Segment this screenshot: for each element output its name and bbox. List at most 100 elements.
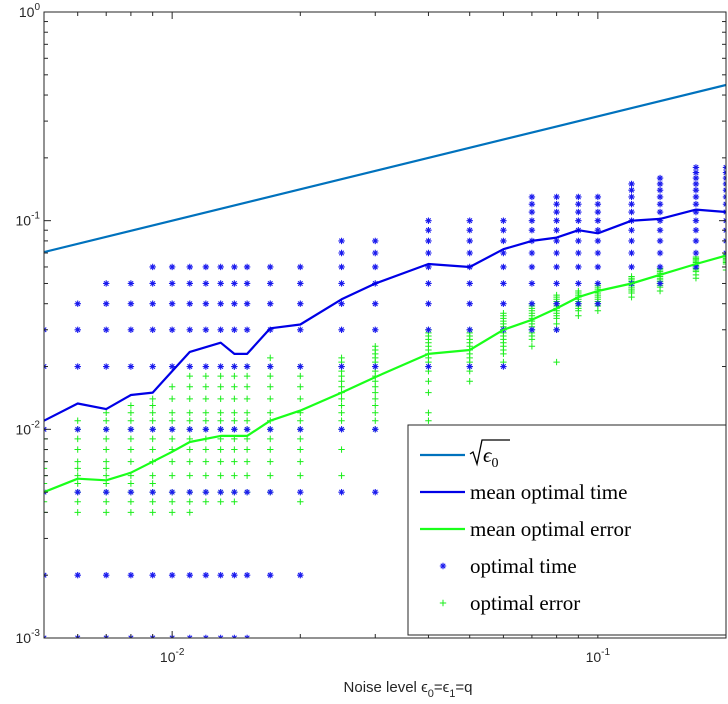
optimal-time-point [425, 217, 432, 224]
optimal-error-point [575, 287, 582, 295]
optimal-time-point [528, 249, 536, 257]
optimal-time-point [202, 426, 210, 433]
tick-label-base: 10 [160, 649, 176, 665]
optimal-time-point [297, 263, 304, 271]
optimal-time-point [103, 326, 110, 333]
optimal-error-point [168, 395, 176, 403]
optimal-time-point [231, 426, 238, 433]
optimal-time-point [338, 488, 345, 496]
optimal-error-point [231, 372, 238, 380]
optimal-error-point [217, 372, 224, 380]
optimal-error-point [267, 395, 274, 403]
optimal-error-point [217, 409, 224, 417]
optimal-time-point [231, 300, 238, 307]
optimal-time-point [168, 263, 176, 271]
optimal-time-point [168, 326, 176, 333]
optimal-time-point [243, 263, 251, 271]
optimal-time-point [594, 237, 602, 245]
optimal-time-point [628, 227, 635, 234]
optimal-error-point [338, 417, 345, 424]
optimal-time-point [168, 426, 176, 433]
optimal-time-point [425, 363, 432, 370]
optimal-time-point [186, 326, 193, 333]
optimal-error-point [267, 472, 274, 479]
optimal-time-point [528, 208, 536, 216]
optimal-time-point [656, 193, 664, 201]
optimal-time-point [594, 193, 602, 201]
optimal-time-point [297, 363, 304, 370]
optimal-error-point [149, 498, 156, 505]
data-group [44, 83, 726, 638]
optimal-time-point [297, 488, 304, 496]
y-tick-label: 10-3 [16, 628, 41, 646]
optimal-time-point [656, 263, 664, 271]
optimal-time-point [202, 488, 210, 496]
optimal-error-point [202, 417, 210, 424]
optimal-error-point [231, 395, 238, 403]
optimal-error-point [231, 458, 238, 465]
optimal-time-point [553, 280, 560, 287]
optimal-time-point [267, 426, 274, 433]
optimal-error-point [267, 446, 274, 453]
optimal-time-point [186, 488, 193, 496]
optimal-time-point [103, 571, 110, 579]
optimal-time-point [74, 488, 81, 496]
optimal-error-point [267, 435, 274, 443]
optimal-time-point [692, 263, 700, 271]
optimal-time-point [267, 300, 274, 307]
legend-label-eps: ϵ [483, 443, 493, 467]
optimal-time-point [74, 363, 81, 370]
optimal-error-point [168, 417, 176, 424]
optimal-error-point [186, 383, 193, 390]
optimal-error-point [44, 465, 48, 472]
optimal-error-point [168, 498, 176, 505]
x-axis-label-eq1: = [434, 679, 443, 696]
optimal-error-point [103, 498, 110, 505]
optimal-error-point [297, 372, 304, 380]
optimal-time-point [372, 426, 379, 433]
optimal-error-point [425, 378, 432, 385]
optimal-error-point [149, 509, 156, 516]
optimal-time-point [466, 326, 473, 333]
optimal-time-point [217, 280, 224, 287]
optimal-time-point [692, 193, 700, 201]
optimal-time-point [656, 186, 664, 194]
legend-sqrt-radical [469, 439, 510, 467]
optimal-time-point [267, 280, 274, 287]
optimal-time-point [553, 208, 560, 216]
optimal-error-point [243, 409, 251, 417]
optimal-time-point [692, 217, 700, 224]
optimal-time-point [692, 237, 700, 245]
optimal-error-point [186, 509, 193, 516]
optimal-time-point [149, 571, 156, 579]
optimal-error-point [217, 417, 224, 424]
x-axis-label-text: Noise level [344, 679, 422, 696]
optimal-error-point [168, 458, 176, 465]
optimal-error-point [149, 409, 156, 417]
legend-label: ϵ0 [483, 443, 498, 471]
y-tick-label: 10-1 [16, 211, 41, 229]
legend-label: optimal error [470, 591, 580, 615]
optimal-time-point [553, 217, 560, 224]
x-axis-label-sub1: 1 [449, 688, 455, 700]
optimal-error-point [338, 472, 345, 479]
legend-label: optimal time [470, 554, 577, 578]
optimal-time-point [628, 237, 635, 245]
optimal-error-point [202, 458, 210, 465]
tick-label-exponent: -1 [601, 647, 610, 658]
optimal-time-point [74, 326, 81, 333]
optimal-error-point [186, 498, 193, 505]
optimal-error-point [297, 472, 304, 479]
optimal-time-points [44, 164, 726, 638]
optimal-error-point [722, 260, 726, 268]
optimal-time-point [338, 249, 345, 257]
optimal-error-point [267, 383, 274, 390]
optimal-error-point [186, 446, 193, 453]
optimal-time-point [127, 488, 135, 496]
optimal-time-point [594, 249, 602, 257]
optimal-time-point [338, 363, 345, 370]
sqrt-eps0-line [44, 83, 726, 254]
optimal-time-point [297, 571, 304, 579]
optimal-error-point [553, 320, 560, 328]
optimal-time-point [656, 237, 664, 245]
